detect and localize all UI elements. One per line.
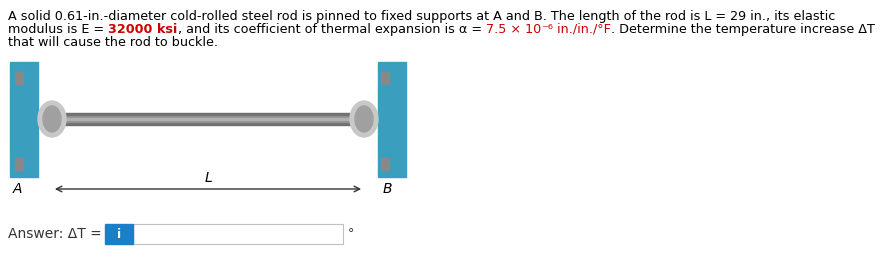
Ellipse shape [38,101,66,137]
Text: L: L [204,171,212,185]
Text: , and its coefficient of thermal expansion is α =: , and its coefficient of thermal expansi… [178,23,486,36]
Bar [52,116,364,122]
Text: °: ° [348,227,354,241]
Bar [15,158,23,170]
Text: . Determine the temperature increase ΔT: . Determine the temperature increase ΔT [611,23,875,36]
Bar [105,224,133,244]
Bar [381,158,389,170]
Ellipse shape [355,106,373,132]
Text: B: B [383,182,392,196]
Text: in./in./°F: in./in./°F [552,23,611,36]
Bar [133,224,343,244]
Text: 32000 ksi: 32000 ksi [108,23,178,36]
Bar [381,72,389,84]
Text: 7.5 × 10: 7.5 × 10 [486,23,541,36]
Text: A: A [13,182,22,196]
Text: A solid 0.61-in.-diameter cold-rolled steel rod is pinned to fixed supports at A: A solid 0.61-in.-diameter cold-rolled st… [8,10,836,23]
Text: ⁻⁶: ⁻⁶ [541,23,552,36]
Text: i: i [117,227,121,241]
Bar [15,72,23,84]
Ellipse shape [43,106,61,132]
Bar [10,62,38,177]
Text: Answer: ΔT =: Answer: ΔT = [8,227,107,241]
Text: modulus is E =: modulus is E = [8,23,108,36]
Ellipse shape [350,101,378,137]
Bar [52,113,364,125]
Text: that will cause the rod to buckle.: that will cause the rod to buckle. [8,36,218,49]
Bar [52,118,364,120]
Bar [378,62,406,177]
